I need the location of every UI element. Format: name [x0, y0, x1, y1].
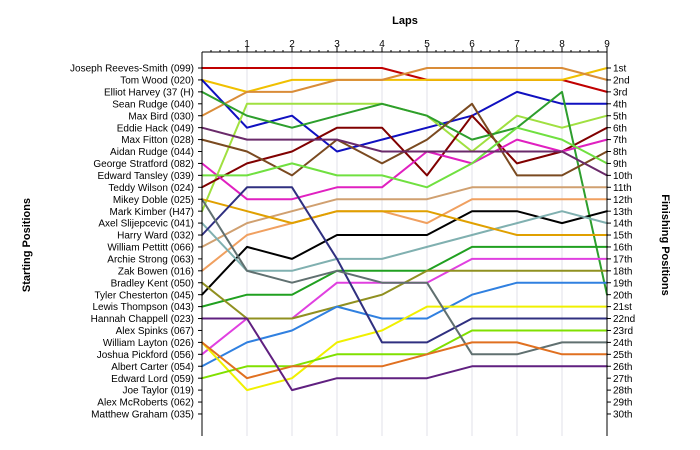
finish-label: 17th: [613, 254, 632, 265]
driver-label: Mark Kimber (H47): [110, 207, 194, 218]
finish-label: 6th: [613, 123, 627, 134]
driver-label: Matthew Graham (035): [91, 410, 194, 421]
driver-label: Eddie Hack (049): [117, 123, 194, 134]
driver-label: Max Fitton (028): [121, 135, 194, 146]
driver-label: Axel Slijepcevic (041): [98, 219, 194, 230]
right-axis-title: Finishing Positions: [659, 194, 671, 295]
finish-label: 13th: [613, 207, 632, 218]
finish-label: 23rd: [613, 326, 633, 337]
series-line: [201, 210, 608, 272]
driver-label: Joe Taylor (019): [122, 386, 194, 397]
driver-label: William Layton (026): [103, 338, 194, 349]
series-line: [201, 198, 608, 272]
finish-label: 9th: [613, 159, 627, 170]
finish-label: 24th: [613, 338, 632, 349]
finish-label: 15th: [613, 231, 632, 242]
series-line: [201, 317, 608, 392]
left-axis-title: Starting Positions: [21, 198, 33, 292]
finish-label: 21st: [613, 302, 632, 313]
series-line: [201, 198, 608, 236]
top-axis-title: Laps: [392, 15, 418, 27]
series-line: [201, 126, 608, 189]
finish-label: 27th: [613, 374, 632, 385]
series-line: [201, 245, 608, 308]
driver-label: Bradley Kent (050): [111, 278, 194, 289]
series-line: [201, 305, 608, 392]
series-line: [201, 186, 608, 344]
series-line: [201, 67, 608, 93]
finish-label: 29th: [613, 398, 632, 409]
series-line: [201, 329, 608, 380]
x-tick-label: 9: [604, 39, 610, 50]
driver-label: George Stratford (082): [93, 159, 194, 170]
x-tick-label: 7: [514, 39, 520, 50]
driver-label: Teddy Wilson (024): [108, 183, 194, 194]
driver-label: Tom Wood (020): [120, 76, 194, 87]
driver-label: Elliot Harvey (37 (H): [104, 87, 194, 98]
x-tick-label: 1: [244, 39, 250, 50]
finish-label: 2nd: [613, 76, 630, 87]
series-line: [201, 341, 608, 380]
driver-label: Aidan Rudge (044): [110, 147, 194, 158]
finish-label: 7th: [613, 135, 627, 146]
finish-label: 1st: [613, 64, 627, 75]
finish-label: 11th: [613, 183, 632, 194]
finish-label: 10th: [613, 171, 632, 182]
x-tick-labels: 1 2 3 4 5 6 7 8 9: [244, 39, 610, 50]
finish-label: 14th: [613, 219, 632, 230]
series-line: [201, 138, 608, 201]
driver-label: Joshua Pickford (056): [97, 350, 194, 361]
series-line: [201, 67, 608, 117]
x-tick-label: 4: [379, 39, 385, 50]
driver-label: Tyler Chesterton (045): [95, 290, 195, 301]
finish-label: 22nd: [613, 314, 635, 325]
finish-labels: 1st2nd3rd4th5th6th7th8th9th10th11th12th1…: [613, 64, 635, 421]
x-tick-label: 6: [469, 39, 475, 50]
finish-label: 16th: [613, 243, 632, 254]
driver-label: Alex McRoberts (062): [97, 398, 194, 409]
finish-label: 19th: [613, 278, 632, 289]
axes: [198, 47, 611, 436]
driver-label: Joseph Reeves-Smith (099): [70, 64, 194, 75]
finish-label: 30th: [613, 410, 632, 421]
x-tick-label: 5: [424, 39, 430, 50]
driver-label: Hannah Chappell (023): [91, 314, 194, 325]
driver-label: Harry Ward (032): [117, 231, 194, 242]
driver-label: Lewis Thompson (043): [92, 302, 194, 313]
driver-label: Archie Strong (063): [107, 254, 194, 265]
driver-label: Alex Spinks (067): [116, 326, 194, 337]
driver-label: Sean Rudge (040): [112, 99, 194, 110]
driver-label: Mikey Doble (025): [113, 195, 194, 206]
finish-label: 4th: [613, 99, 627, 110]
driver-label: William Pettitt (066): [107, 243, 194, 254]
driver-label: Albert Carter (054): [111, 362, 194, 373]
finish-label: 12th: [613, 195, 632, 206]
finish-label: 20th: [613, 290, 632, 301]
finish-label: 25th: [613, 350, 632, 361]
x-tick-label: 3: [334, 39, 340, 50]
series-line: [201, 126, 608, 177]
finish-label: 5th: [613, 111, 627, 122]
finish-label: 8th: [613, 147, 627, 158]
finish-label: 26th: [613, 362, 632, 373]
driver-label: Edward Lord (059): [111, 374, 194, 385]
driver-label: Max Bird (030): [128, 111, 194, 122]
driver-labels: Joseph Reeves-Smith (099)Tom Wood (020)E…: [70, 64, 194, 421]
driver-label: Edward Tansley (039): [97, 171, 194, 182]
x-tick-label: 2: [289, 39, 295, 50]
driver-label: Zak Bowen (016): [118, 266, 194, 277]
series-line: [201, 90, 608, 296]
finish-label: 3rd: [613, 87, 627, 98]
finish-label: 18th: [613, 266, 632, 277]
finish-label: 28th: [613, 386, 632, 397]
series-lines: [201, 67, 608, 392]
x-tick-label: 8: [559, 39, 565, 50]
